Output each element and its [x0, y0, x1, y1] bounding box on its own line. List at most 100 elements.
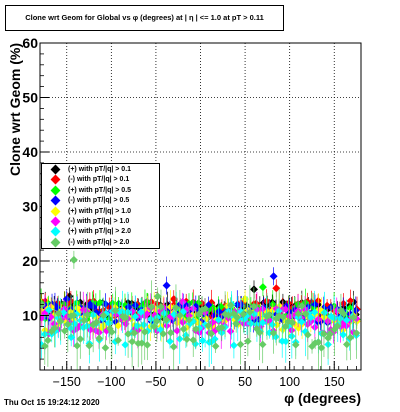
- data-point: [189, 336, 198, 344]
- data-point: [281, 322, 290, 331]
- data-point: [131, 312, 140, 321]
- legend-label: (-) with pT/|q| > 0.5: [68, 197, 130, 205]
- legend-item: (+) with pT/|q| > 0.5: [42, 185, 159, 196]
- data-point: [99, 311, 108, 320]
- data-point: [162, 315, 171, 324]
- data-point: [256, 310, 265, 318]
- data-markers: [40, 250, 361, 370]
- legend: (+) with pT/|q| > 0.1 (-) with pT/|q| > 0…: [41, 163, 160, 249]
- data-point: [172, 303, 180, 312]
- y-axis-label: Clone wrt Geom (%): [7, 43, 23, 176]
- legend-label: (-) with pT/|q| > 0.1: [68, 176, 130, 184]
- legend-item: (-) with pT/|q| > 2.0: [42, 237, 159, 248]
- legend-label: (+) with pT/|q| > 2.0: [68, 228, 132, 236]
- data-point: [275, 312, 283, 320]
- data-point: [272, 284, 281, 293]
- data-point: [188, 298, 197, 307]
- data-point: [317, 306, 326, 315]
- data-point: [252, 324, 261, 333]
- data-point: [285, 312, 294, 321]
- data-point: [268, 320, 277, 329]
- data-point: [198, 336, 207, 345]
- data-point: [237, 307, 245, 316]
- data-point: [208, 318, 217, 327]
- data-point: [258, 283, 267, 292]
- data-point: [201, 304, 210, 313]
- y-tick-label: 20: [22, 253, 38, 269]
- legend-swatch: [50, 164, 61, 175]
- data-point: [240, 315, 248, 324]
- data-point: [207, 329, 216, 338]
- data-point: [211, 307, 220, 316]
- data-point: [281, 305, 290, 314]
- legend-label: (-) with pT/|q| > 1.0: [68, 217, 130, 225]
- data-point: [291, 306, 299, 314]
- data-point: [221, 310, 229, 318]
- data-point: [69, 311, 78, 320]
- x-tick-label: −150: [53, 375, 81, 389]
- data-point: [244, 337, 252, 346]
- data-point: [89, 320, 97, 329]
- data-point: [297, 318, 306, 326]
- data-point: [182, 305, 191, 314]
- data-point: [352, 329, 361, 337]
- data-point: [239, 310, 248, 318]
- data-point: [162, 281, 171, 290]
- data-point: [246, 319, 255, 328]
- data-point: [217, 323, 226, 332]
- data-point: [64, 320, 72, 329]
- data-point: [128, 337, 136, 346]
- data-point: [111, 306, 120, 315]
- data-point: [92, 318, 101, 326]
- data-point: [44, 336, 52, 345]
- data-point: [176, 311, 184, 320]
- data-point: [304, 331, 312, 339]
- data-point: [258, 340, 267, 349]
- data-point: [343, 340, 351, 349]
- data-point: [342, 316, 351, 324]
- data-point: [80, 316, 88, 325]
- data-point: [294, 324, 303, 332]
- x-axis-label: φ (degrees): [284, 390, 361, 406]
- data-point: [166, 337, 174, 346]
- data-point: [317, 344, 326, 352]
- data-point: [250, 302, 258, 311]
- legend-item: (+) with pT/|q| > 2.0: [42, 226, 159, 237]
- data-point: [69, 255, 78, 264]
- legend-item: (-) with pT/|q| > 1.0: [42, 216, 159, 227]
- legend-label: (+) with pT/|q| > 1.0: [68, 207, 132, 215]
- data-point: [288, 332, 296, 340]
- data-point: [320, 308, 329, 317]
- data-point: [166, 328, 175, 337]
- x-tick-label: −100: [97, 375, 125, 389]
- data-point: [136, 312, 145, 320]
- data-point: [258, 318, 267, 327]
- data-point: [320, 330, 328, 338]
- data-point: [147, 302, 156, 311]
- legend-swatch: [50, 226, 61, 237]
- data-point: [88, 299, 97, 307]
- data-point: [153, 317, 161, 325]
- legend-swatch: [50, 185, 61, 196]
- chart-title: Clone wrt Geom for Global vs φ (degrees)…: [5, 5, 284, 31]
- data-point: [198, 306, 206, 314]
- data-point: [137, 339, 146, 347]
- data-point: [178, 297, 187, 306]
- data-point: [272, 314, 281, 323]
- data-point: [215, 307, 223, 316]
- data-point: [316, 317, 325, 326]
- data-point: [336, 314, 345, 323]
- data-point: [301, 327, 310, 336]
- data-point: [124, 303, 133, 311]
- data-point: [178, 318, 187, 327]
- data-point: [236, 340, 245, 349]
- data-point: [73, 304, 82, 312]
- data-point: [265, 311, 273, 319]
- y-tick-label: 50: [22, 90, 38, 106]
- data-point: [269, 272, 278, 281]
- data-point: [47, 327, 56, 336]
- data-point: [226, 301, 235, 309]
- data-point: [41, 314, 50, 323]
- data-point: [333, 322, 342, 330]
- data-point: [140, 328, 149, 336]
